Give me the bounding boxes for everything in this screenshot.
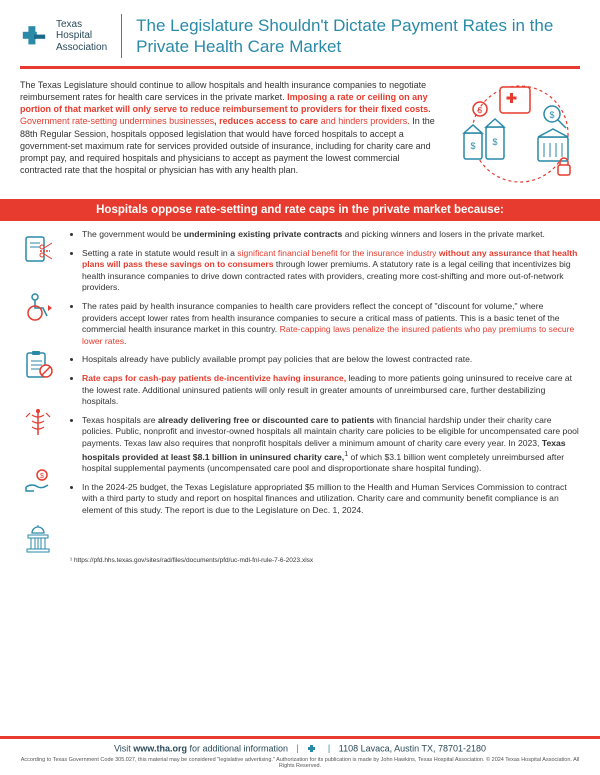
hero-illustration-icon: $ $ $ $ bbox=[450, 79, 580, 189]
contract-cut-icon bbox=[22, 233, 54, 265]
wheelchair-icon bbox=[22, 291, 54, 323]
svg-text:$: $ bbox=[40, 473, 44, 480]
footnote: ¹ https://pfd.hhs.texas.gov/sites/rad/fi… bbox=[70, 557, 580, 564]
logo-block: Texas Hospital Association bbox=[20, 19, 107, 54]
svg-text:$: $ bbox=[492, 137, 497, 147]
list-item: Setting a rate in statute would result i… bbox=[82, 248, 580, 294]
list-item: Hospitals already have publicly availabl… bbox=[82, 354, 580, 366]
list-item: Rate caps for cash-pay patients de-incen… bbox=[82, 373, 580, 408]
header: Texas Hospital Association The Legislatu… bbox=[20, 14, 580, 58]
clipboard-deny-icon bbox=[22, 349, 54, 381]
org-line3: Association bbox=[56, 42, 107, 54]
red-bar bbox=[20, 66, 580, 69]
list-item: The government would be undermining exis… bbox=[82, 229, 580, 241]
bullets-row: $ The government would be undermining ex… bbox=[20, 229, 580, 555]
list-item: In the 2024-25 budget, the Texas Legisla… bbox=[82, 482, 580, 517]
svg-text:$: $ bbox=[478, 106, 483, 115]
capitol-icon bbox=[22, 523, 54, 555]
footer: Visit www.tha.org for additional informa… bbox=[0, 736, 600, 769]
caduceus-icon bbox=[22, 407, 54, 439]
org-name: Texas Hospital Association bbox=[56, 19, 107, 54]
footer-main: Visit www.tha.org for additional informa… bbox=[16, 743, 584, 755]
org-line2: Hospital bbox=[56, 30, 107, 42]
footer-legal: According to Texas Government Code 305.0… bbox=[16, 757, 584, 769]
svg-text:$: $ bbox=[549, 110, 554, 120]
org-line1: Texas bbox=[56, 19, 107, 31]
section-banner: Hospitals oppose rate-setting and rate c… bbox=[0, 199, 600, 221]
list-item: The rates paid by health insurance compa… bbox=[82, 301, 580, 347]
page-title: The Legislature Shouldn't Dictate Paymen… bbox=[136, 15, 580, 58]
list-item: Texas hospitals are already delivering f… bbox=[82, 415, 580, 475]
logo-icon bbox=[20, 22, 48, 50]
intro-text: The Texas Legislature should continue to… bbox=[20, 79, 436, 189]
bullet-list: The government would be undermining exis… bbox=[66, 229, 580, 555]
header-divider bbox=[121, 14, 122, 58]
intro-row: The Texas Legislature should continue to… bbox=[20, 79, 580, 189]
svg-text:$: $ bbox=[470, 141, 475, 151]
hand-give-icon: $ bbox=[22, 465, 54, 497]
icon-column: $ bbox=[20, 229, 56, 555]
logo-small-icon bbox=[307, 743, 319, 755]
